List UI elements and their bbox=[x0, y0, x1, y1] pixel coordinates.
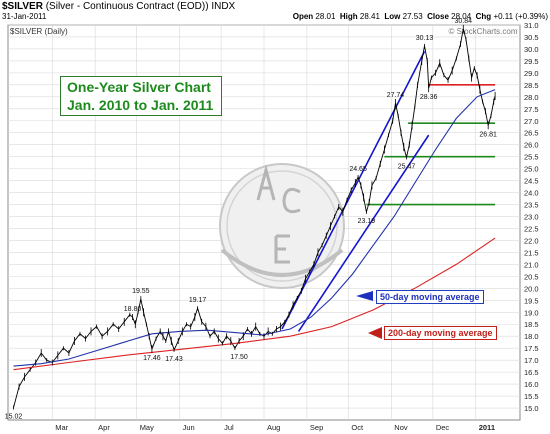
y-tick-label: 21.0 bbox=[524, 260, 539, 269]
x-tick-label: Dec bbox=[436, 423, 450, 432]
y-tick-label: 19.5 bbox=[524, 296, 539, 305]
y-tick-label: 26.0 bbox=[524, 141, 539, 150]
horizontal-levels bbox=[366, 84, 496, 206]
x-tick-label: Aug bbox=[267, 423, 280, 432]
y-tick-label: 31.0 bbox=[524, 21, 539, 30]
x-tick-label: Oct bbox=[351, 423, 364, 432]
y-tick-label: 29.0 bbox=[524, 69, 539, 78]
y-tick-label: 30.0 bbox=[524, 45, 539, 54]
y-tick-label: 22.5 bbox=[524, 224, 539, 233]
price-annotation: 25.47 bbox=[398, 163, 416, 170]
y-tick-label: 20.0 bbox=[524, 284, 539, 293]
y-tick-label: 29.5 bbox=[524, 57, 539, 66]
ma200-arrow bbox=[368, 327, 382, 339]
y-tick-label: 16.5 bbox=[524, 368, 539, 377]
price-annotation: 17.50 bbox=[230, 354, 248, 361]
x-tick-label: May bbox=[140, 423, 154, 432]
ohlc-readout: Open 28.01 High 28.41 Low 27.53 Close 28… bbox=[293, 12, 548, 21]
x-axis: Mar Apr May Jun Jul Aug Sep Oct Nov Dec 2011 bbox=[55, 423, 495, 432]
chart-date: 31-Jan-2011 bbox=[2, 12, 47, 21]
price-annotation: 17.43 bbox=[165, 356, 183, 363]
y-tick-label: 15.0 bbox=[524, 404, 539, 413]
x-tick-label: Sep bbox=[310, 423, 323, 432]
y-tick-label: 28.5 bbox=[524, 81, 539, 90]
chart-header-title: $SILVER (Silver - Continuous Contract (E… bbox=[2, 1, 235, 12]
y-tick-label: 24.0 bbox=[524, 189, 539, 198]
series-ma50 bbox=[13, 89, 496, 367]
price-annotation: 18.80 bbox=[124, 306, 142, 313]
close-value: 28.04 bbox=[451, 12, 472, 21]
annotation-line-2: Jan. 2010 to Jan. 2011 bbox=[67, 97, 214, 113]
ace-coin-logo bbox=[219, 163, 345, 289]
y-tick-label: 25.5 bbox=[524, 153, 539, 162]
y-tick-label: 18.5 bbox=[524, 320, 539, 329]
x-tick-label: 2011 bbox=[479, 423, 495, 432]
close-label: Close bbox=[427, 12, 449, 21]
price-annotation: 30.13 bbox=[416, 35, 434, 42]
y-tick-label: 18.0 bbox=[524, 332, 539, 341]
y-tick-label: 22.0 bbox=[524, 236, 539, 245]
price-annotation: 28.36 bbox=[420, 94, 438, 101]
chart-annotation-box: One-Year Silver Chart Jan. 2010 to Jan. … bbox=[60, 76, 222, 116]
annotation-line-1: One-Year Silver Chart bbox=[67, 79, 211, 95]
y-tick-label: 17.5 bbox=[524, 344, 539, 353]
y-tick-label: 30.5 bbox=[524, 33, 539, 42]
price-annotation: 19.17 bbox=[189, 297, 207, 304]
symbol: $SILVER bbox=[2, 1, 43, 12]
y-tick-label: 25.0 bbox=[524, 165, 539, 174]
ma50-label: 50-day moving average bbox=[376, 290, 484, 304]
stockcharts-watermark: © StockCharts.com bbox=[448, 27, 517, 36]
chg-label: Chg bbox=[475, 12, 492, 21]
price-annotation: 24.65 bbox=[349, 166, 367, 173]
y-tick-label: 23.0 bbox=[524, 213, 539, 222]
low-label: Low bbox=[384, 12, 401, 21]
ma200-label: 200-day moving average bbox=[384, 326, 497, 340]
x-tick-label: Jun bbox=[183, 423, 195, 432]
chart-legend-text: $SILVER (Daily) bbox=[10, 27, 68, 36]
high-value: 28.41 bbox=[359, 12, 380, 21]
symbol-description: (Silver - Continuous Contract (EOD)) bbox=[45, 1, 209, 12]
exchange: INDX bbox=[211, 1, 236, 12]
series-lines bbox=[13, 28, 496, 408]
series-price bbox=[13, 28, 496, 408]
y-tick-label: 26.5 bbox=[524, 129, 539, 138]
y-tick-label: 21.5 bbox=[524, 248, 539, 257]
y-tick-label: 15.5 bbox=[524, 392, 539, 401]
open-value: 28.01 bbox=[315, 12, 336, 21]
chg-value: +0.11 (+0.39%) bbox=[493, 12, 548, 21]
price-annotations: 15.02 18.80 19.55 17.46 17.43 19.17 17.50 24.65… bbox=[5, 18, 497, 421]
y-tick-label: 28.0 bbox=[524, 93, 539, 102]
open-label: Open bbox=[292, 12, 314, 21]
high-label: High bbox=[339, 12, 358, 21]
y-tick-label: 24.5 bbox=[524, 177, 539, 186]
price-annotation: 30.84 bbox=[454, 18, 472, 25]
x-tick-label: Mar bbox=[55, 423, 68, 432]
series-ma200 bbox=[13, 237, 496, 371]
y-axis: 15.0 15.5 16.0 16.5 17.0 17.5 18.0 18.5 19.0 19.5… bbox=[524, 21, 539, 413]
price-annotation: 27.74 bbox=[387, 92, 405, 99]
price-ticks bbox=[13, 24, 496, 410]
y-tick-label: 23.5 bbox=[524, 201, 539, 210]
y-tick-label: 27.0 bbox=[524, 117, 539, 126]
x-tick-label: Jul bbox=[224, 423, 234, 432]
trend-line bbox=[297, 134, 430, 332]
low-value: 27.53 bbox=[402, 12, 423, 21]
price-annotation: 26.81 bbox=[479, 131, 497, 138]
price-annotation: 15.02 bbox=[5, 414, 23, 421]
price-annotation: 17.46 bbox=[143, 355, 161, 362]
y-tick-label: 27.5 bbox=[524, 105, 539, 114]
price-annotation: 19.55 bbox=[132, 288, 150, 295]
y-tick-label: 17.0 bbox=[524, 356, 539, 365]
ma-arrows bbox=[356, 291, 382, 339]
ma50-arrow bbox=[356, 291, 373, 301]
y-tick-label: 19.0 bbox=[524, 308, 539, 317]
y-tick-label: 16.0 bbox=[524, 380, 539, 389]
price-annotation: 23.19 bbox=[358, 218, 376, 225]
x-tick-label: Nov bbox=[394, 423, 408, 432]
x-tick-label: Apr bbox=[98, 423, 110, 432]
y-tick-label: 20.5 bbox=[524, 272, 539, 281]
